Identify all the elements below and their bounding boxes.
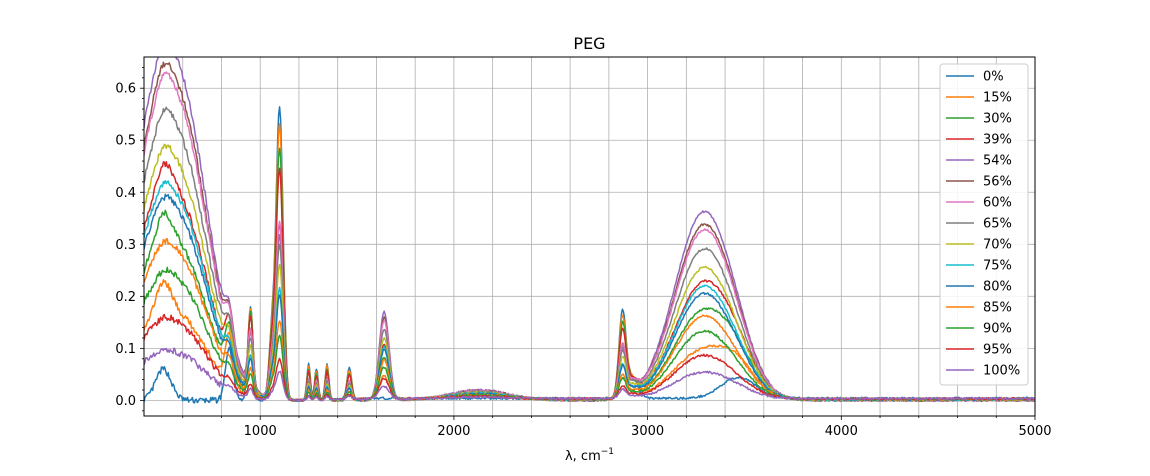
legend-label: 85% [983,301,1012,316]
legend-label: 30% [983,112,1012,127]
legend-box [939,63,1029,386]
legend: 0% 15% 30% 39% 54% 56% 60% 65% 70% 75% 80% 85% 90% 95… [939,63,1029,386]
legend-label: 100% [983,364,1020,379]
x-tick-label: 1000 [244,424,277,439]
y-tick-label: 0.5 [115,134,136,149]
legend-label: 0% [983,70,1004,85]
axis-ticks: 1000 2000 3000 4000 5000 0.0 0.1 0.2 0.3 0.4 0.5 0.… [115,67,1052,439]
legend-label: 39% [983,133,1012,148]
legend-label: 95% [983,343,1012,358]
y-tick-label: 0.2 [115,290,136,305]
series-group [144,57,1035,404]
x-axis-label-exponent: −1 [601,447,614,457]
y-tick-label: 0.1 [115,342,136,357]
plot-frame [143,56,1036,417]
legend-label: 90% [983,322,1012,337]
legend-label: 60% [983,196,1012,211]
legend-label: 80% [983,280,1012,295]
x-tick-label: 3000 [631,424,664,439]
x-tick-label: 4000 [825,424,858,439]
legend-label: 70% [983,238,1012,253]
y-tick-label: 0.3 [115,238,136,253]
legend-label: 56% [983,175,1012,190]
legend-label: 15% [983,91,1012,106]
x-axis-label-main: λ, cm [565,449,601,464]
series-line-100pct [144,347,1035,403]
x-tick-label: 2000 [437,424,470,439]
legend-label: 65% [983,217,1012,232]
x-tick-label: 5000 [1018,424,1051,439]
y-tick-label: 0.6 [115,82,136,97]
y-tick-label: 0.4 [115,186,136,201]
legend-label: 54% [983,154,1012,169]
x-axis-label: λ, cm−1 [565,447,614,464]
chart-title: PEG [573,34,605,53]
legend-label: 75% [983,259,1012,274]
y-tick-label: 0.0 [115,394,136,409]
